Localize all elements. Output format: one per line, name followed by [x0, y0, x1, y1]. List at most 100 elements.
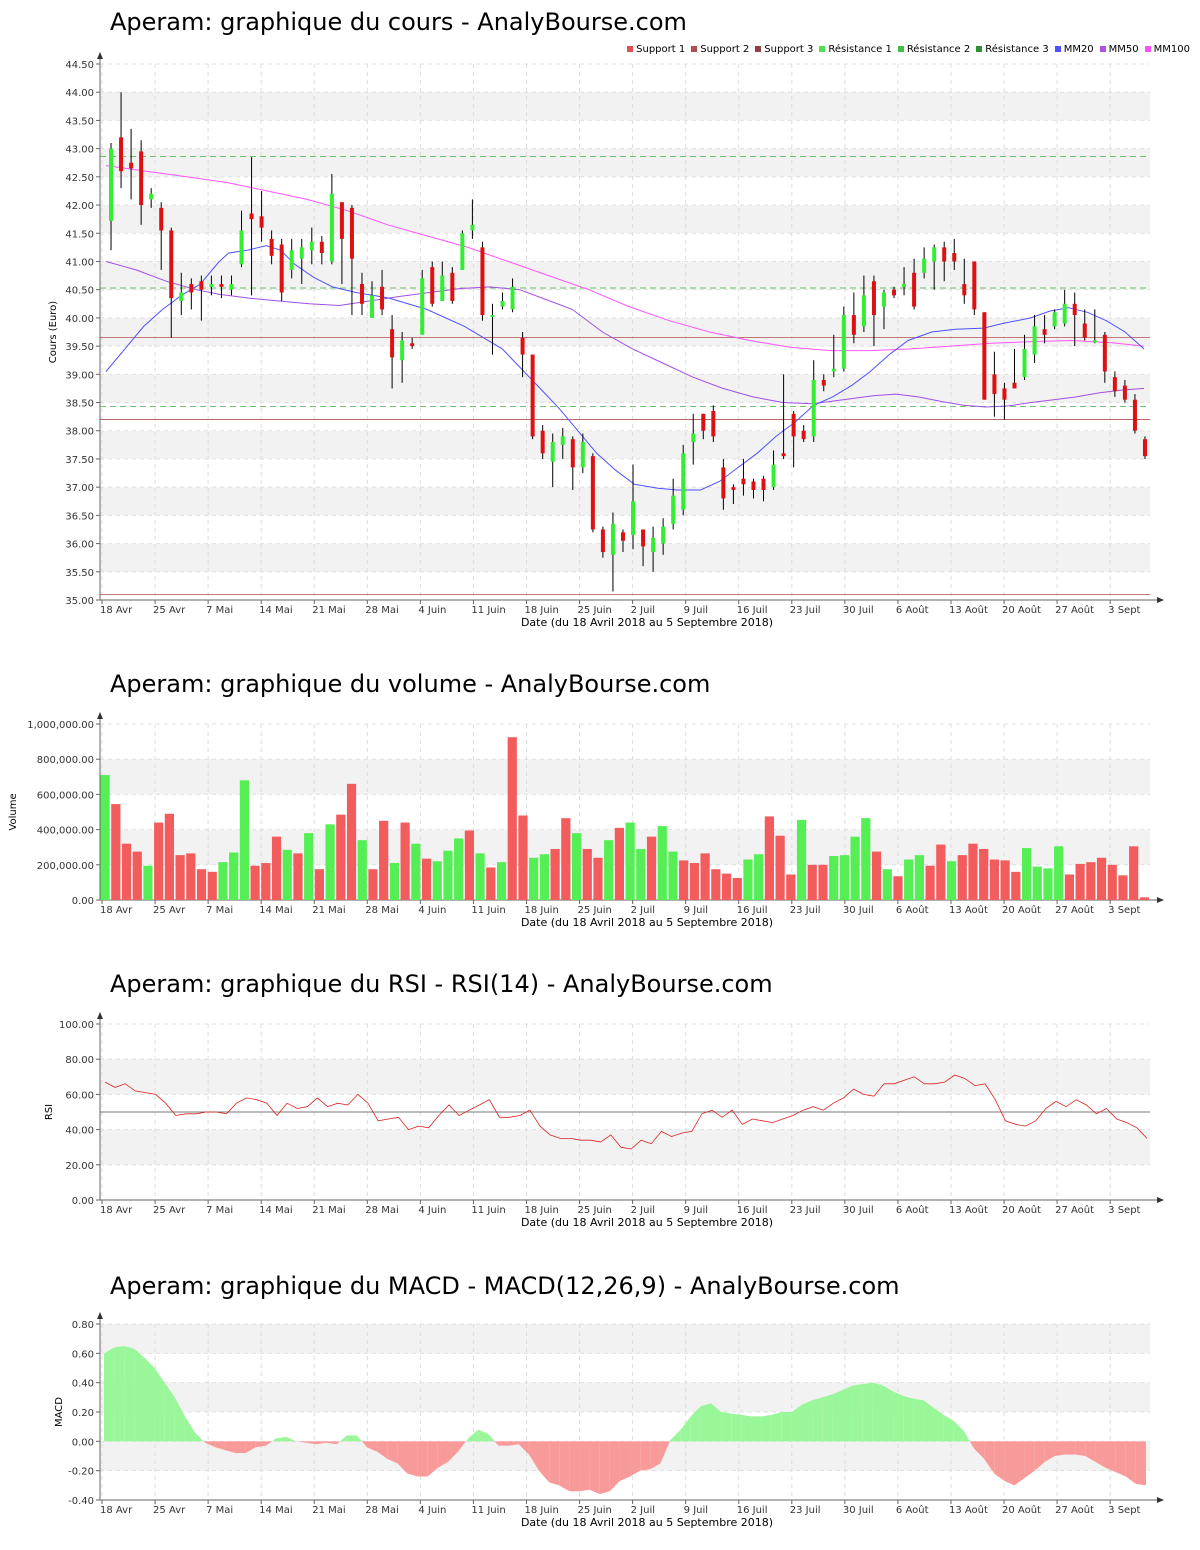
legend-swatch [1144, 46, 1151, 52]
candle-body [1032, 326, 1037, 355]
x-tick-label: 4 Juin [418, 905, 446, 916]
volume-bar [1096, 857, 1107, 900]
candle-body [641, 529, 646, 547]
macd-area [518, 1441, 529, 1455]
macd-area [205, 1441, 216, 1448]
x-tick-label: 27 Août [1055, 904, 1094, 916]
x-tick-label: 18 Avr [100, 1505, 133, 1516]
candle-body [460, 233, 465, 270]
candle-body [1122, 385, 1127, 400]
macd-area [104, 1347, 115, 1442]
candle-body [269, 238, 274, 256]
y-tick-label: 38.50 [65, 399, 94, 410]
volume-bar [111, 804, 121, 900]
x-tick-label: 6 Août [896, 1204, 929, 1216]
macd-area [361, 1441, 368, 1448]
candle-body [741, 478, 746, 485]
candle-body [309, 241, 314, 251]
volume-bar [507, 737, 517, 900]
candle-body [349, 207, 354, 259]
macd-area [245, 1441, 256, 1454]
y-tick-label: 0.00 [72, 1437, 94, 1448]
macd-area [974, 1441, 985, 1459]
candle-body [510, 286, 515, 310]
volume-bar [325, 824, 335, 900]
candle-body [661, 526, 666, 544]
macd-area [367, 1441, 378, 1452]
grid-band [100, 317, 1150, 347]
candle-body [721, 467, 726, 499]
x-tick-label: 9 Juil [684, 1505, 708, 1516]
candle-body [681, 453, 686, 510]
volume-bar [636, 848, 646, 900]
macd-area [549, 1441, 560, 1486]
volume-bar [250, 865, 260, 900]
candle-body [279, 244, 284, 293]
x-tick-label: 16 Juil [737, 905, 768, 916]
candle-body [902, 284, 907, 287]
macd-area [984, 1441, 995, 1474]
macd-area [579, 1441, 590, 1492]
x-tick-label: 6 Août [896, 604, 929, 616]
volume-bar [550, 848, 560, 900]
volume-bar [786, 874, 796, 900]
macd-area [943, 1414, 954, 1442]
candle-body [992, 374, 997, 395]
volume-bar [582, 848, 592, 900]
grid-band [100, 487, 1150, 516]
price-chart: 18 Avr 25 Avr 7 Mai 14 Mai 21 Mai 28 Mai 4 Jui… [48, 52, 1164, 629]
candle-body [329, 193, 334, 262]
macd-area [690, 1406, 701, 1442]
x-tick-label: 25 Avr [153, 605, 186, 616]
y-tick-label: 41.00 [65, 257, 94, 268]
candle-body [129, 162, 134, 169]
candle-body [570, 439, 575, 468]
volume-bar [1043, 868, 1053, 900]
macd-area [872, 1382, 883, 1442]
volume-bar [946, 861, 957, 900]
candle-body [400, 340, 405, 361]
volume-bar [1075, 863, 1085, 900]
x-tick-label: 7 Mai [206, 905, 233, 916]
price-panel: Aperam: graphique du cours - AnalyBourse… [0, 0, 1200, 640]
volume-bar [904, 859, 914, 900]
y-tick-label: 42.00 [65, 201, 94, 212]
x-tick-label: 23 Juil [790, 905, 821, 916]
candle-body [620, 532, 625, 541]
volume-bar [282, 849, 292, 900]
y-tick-label: 37.50 [65, 455, 94, 466]
macd-area [488, 1434, 495, 1442]
volume-bar [764, 816, 774, 900]
x-tick-label: 14 Mai [259, 1205, 292, 1216]
legend-item: Support 1 [627, 44, 685, 55]
y-tick-label: 400,000.00 [37, 826, 94, 837]
macd-area [340, 1435, 347, 1442]
x-tick-label: 18 Juin [524, 1505, 558, 1516]
legend-swatch [627, 46, 634, 52]
legend-item: MM100 [1144, 44, 1190, 55]
macd-area [660, 1441, 670, 1464]
x-tick-label: 27 Août [1055, 1504, 1094, 1516]
x-axis-arrow [1157, 597, 1164, 603]
x-tick-label: 30 Juil [843, 1205, 874, 1216]
macd-area [1065, 1441, 1076, 1455]
price-chart-title: Aperam: graphique du cours - AnalyBourse… [110, 8, 687, 36]
x-axis-arrow [1157, 1497, 1164, 1503]
macd-area [913, 1398, 924, 1442]
macd-area [710, 1403, 722, 1442]
volume-bar [475, 853, 485, 900]
volume-bar [646, 836, 657, 900]
volume-bar [1032, 866, 1042, 900]
x-tick-label: 18 Juin [524, 905, 558, 916]
macd-area [680, 1416, 691, 1442]
legend-swatch [819, 46, 826, 52]
macd-area [195, 1432, 204, 1442]
x-tick-label: 23 Juil [790, 605, 821, 616]
candle-body [500, 300, 505, 307]
x-tick-label: 3 Sept [1108, 905, 1140, 916]
candle-body [390, 329, 395, 358]
macd-area [458, 1441, 466, 1452]
candle-body [179, 292, 184, 301]
y-tick-label: 0.00 [72, 896, 94, 907]
x-tick-label: 23 Juil [790, 1505, 821, 1516]
